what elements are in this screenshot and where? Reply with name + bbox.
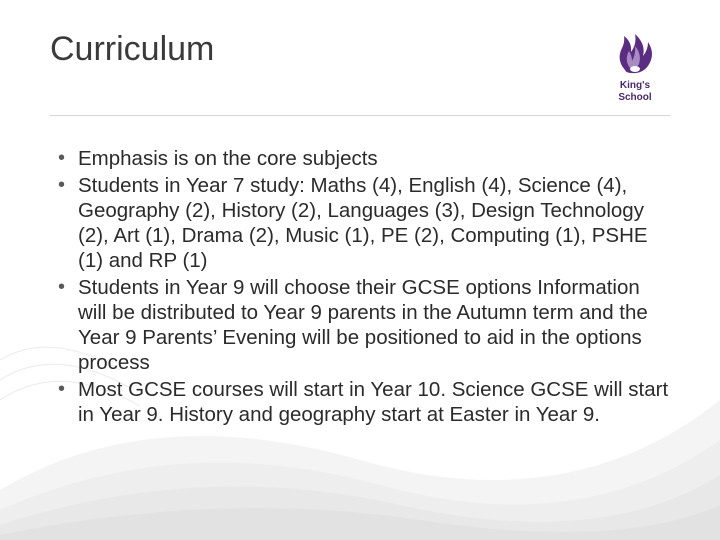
school-logo: King's School: [600, 30, 670, 103]
list-item: Students in Year 9 will choose their GCS…: [50, 275, 670, 375]
title-row: Curriculum King's School: [50, 30, 670, 103]
slide-container: Curriculum King's School Emphasis is on …: [0, 0, 720, 540]
logo-text-line2: School: [600, 93, 670, 103]
bullet-list: Emphasis is on the core subjects Student…: [50, 146, 670, 427]
flame-logo-icon: [610, 30, 660, 74]
list-item: Most GCSE courses will start in Year 10.…: [50, 377, 670, 427]
list-item: Emphasis is on the core subjects: [50, 146, 670, 171]
title-rule: [50, 115, 670, 116]
page-title: Curriculum: [50, 30, 214, 69]
logo-text-line1: King's: [600, 81, 670, 91]
list-item: Students in Year 7 study: Maths (4), Eng…: [50, 173, 670, 273]
